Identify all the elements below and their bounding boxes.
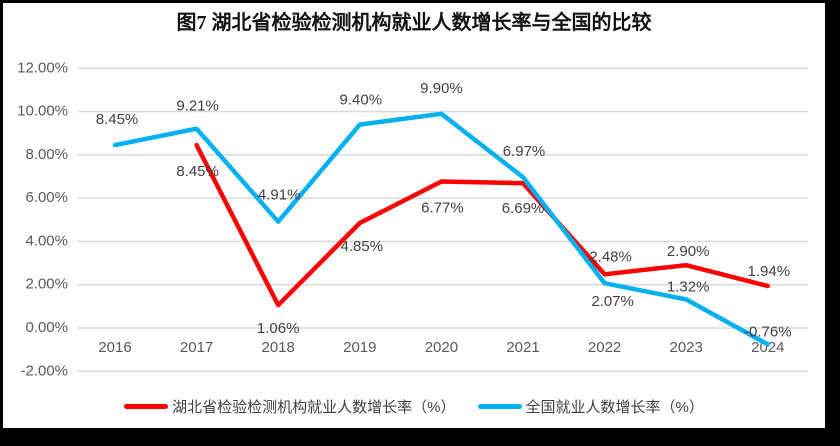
y-axis-tick-label: 6.00% [25,189,68,206]
x-axis-tick-label: 2017 [180,339,213,356]
legend-swatch-blue-line [477,404,522,409]
x-axis-tick-label: 2024 [751,339,784,356]
data-label: 8.45% [96,111,139,128]
data-label: 4.85% [341,238,384,255]
data-label: 9.40% [340,92,383,109]
data-label: 6.77% [421,199,464,216]
legend-label-hubei: 湖北省检验检测机构就业人数增长率（%） [172,399,456,416]
data-label: 1.94% [748,263,791,280]
x-axis-tick-label: 2023 [670,339,703,356]
legend-item-national: 全国就业人数增长率（%） [477,396,704,417]
chart-title: 图7 湖北省检验检测机构就业人数增长率与全国的比较 [176,12,652,34]
line-chart-plot-area: 12.00% 10.00% 8.00% 6.00% 4.00% 2.00% 0.00% -2.… [17,59,808,379]
legend-label-national: 全国就业人数增长率（%） [525,399,704,416]
x-axis-tick-label: 2016 [98,339,131,356]
legend-swatch-red-line [124,404,169,409]
y-axis-tick-label: 4.00% [25,232,68,249]
y-axis-tick-label: -2.00% [20,362,68,379]
data-label: 9.21% [176,98,219,115]
y-axis-tick-label: 2.00% [25,276,68,293]
x-axis-tick-label: 2018 [262,339,295,356]
data-label: 2.90% [667,243,710,260]
legend-item-hubei: 湖北省检验检测机构就业人数增长率（%） [124,396,456,417]
data-label: 2.07% [591,293,634,310]
series-line [112,111,771,347]
y-axis-tick-label: 10.00% [17,103,68,120]
x-axis-tick-label: 2022 [588,339,621,356]
data-label: 6.69% [502,200,545,217]
data-label: 8.45% [176,163,219,180]
x-axis-tick-label: 2020 [425,339,458,356]
data-label: 1.06% [257,320,300,337]
data-label: -0.76% [744,323,792,340]
chart-legend: 湖北省检验检测机构就业人数增长率（%） 全国就业人数增长率（%） [3,396,825,417]
data-label: 2.48% [589,248,632,265]
x-axis-tick-label: 2019 [343,339,376,356]
data-label: 9.90% [420,80,463,97]
y-axis-tick-label: 12.00% [17,59,68,76]
x-axis-tick-label: 2021 [506,339,539,356]
data-label: 6.97% [503,143,546,160]
chart-panel: 图7 湖北省检验检测机构就业人数增长率与全国的比较 12.00% 10.00% 8.… [3,3,825,428]
series-line [194,142,771,308]
y-axis-tick-label: 0.00% [25,319,68,336]
data-label: 4.91% [258,187,301,204]
y-axis-tick-label: 8.00% [25,146,68,163]
data-label: 1.32% [667,278,710,295]
